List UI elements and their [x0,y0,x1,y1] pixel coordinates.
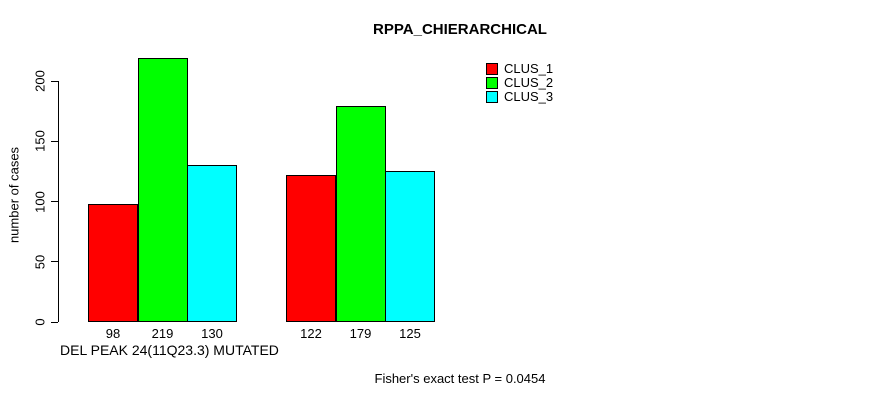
y-axis-label: number of cases [6,146,22,244]
bar-clus_3-group-2 [385,171,435,322]
legend-item-label: CLUS_2 [504,75,554,90]
legend-item-clus_1: CLUS_1 [486,62,553,75]
bar-value-label: 98 [105,326,121,341]
y-axis-tick [51,261,58,263]
legend: CLUS_1 CLUS_2 CLUS_3 [486,62,553,104]
bar-clus_2-group-2 [335,106,386,322]
y-axis-tick-label: 150 [32,130,48,153]
y-axis-tick-label: 50 [32,254,48,269]
y-axis-tick [51,80,58,82]
legend-swatch-clus_3 [486,90,498,103]
y-axis-tick [51,140,58,142]
y-axis-tick [51,321,58,323]
legend-item-label: CLUS_1 [504,61,554,76]
legend-item-label: CLUS_3 [504,89,554,104]
bar-value-label: 219 [151,326,174,341]
legend-swatch-clus_2 [486,76,498,89]
y-axis-tick [51,201,58,202]
bar-clus_1-group-1 [88,203,138,322]
bar-clus_2-group-1 [137,58,188,322]
x-axis-label: DEL PEAK 24(11Q23.3) MUTATED [60,342,279,358]
chart-title: RPPA_CHIERARCHICAL [373,21,547,38]
y-axis-tick-label: 200 [32,70,48,92]
bar-value-label: 125 [399,326,421,341]
bar-value-label: 130 [201,326,223,341]
y-axis-line [58,81,59,322]
legend-swatch-clus_1 [486,62,498,75]
annotation-text: Fisher's exact test P = 0.0454 [374,371,546,386]
bar-value-label: 179 [349,326,372,341]
y-axis-tick-label: 100 [32,190,48,213]
bar-clus_1-group-2 [286,174,336,322]
bar-value-label: 122 [300,326,322,341]
bar-clus_3-group-1 [187,165,237,322]
y-axis-tick-label: 0 [32,318,48,326]
legend-item-clus_3: CLUS_3 [486,90,553,103]
legend-item-clus_2: CLUS_2 [486,76,553,89]
